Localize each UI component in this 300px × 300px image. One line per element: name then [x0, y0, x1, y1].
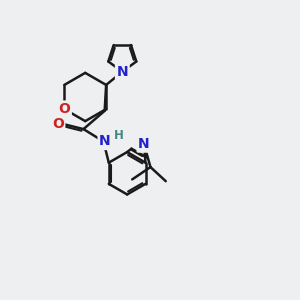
Text: O: O [58, 102, 70, 116]
Text: H: H [114, 129, 124, 142]
Text: O: O [52, 117, 64, 131]
Text: N: N [138, 137, 150, 151]
Text: N: N [116, 65, 128, 79]
Text: N: N [99, 134, 111, 148]
